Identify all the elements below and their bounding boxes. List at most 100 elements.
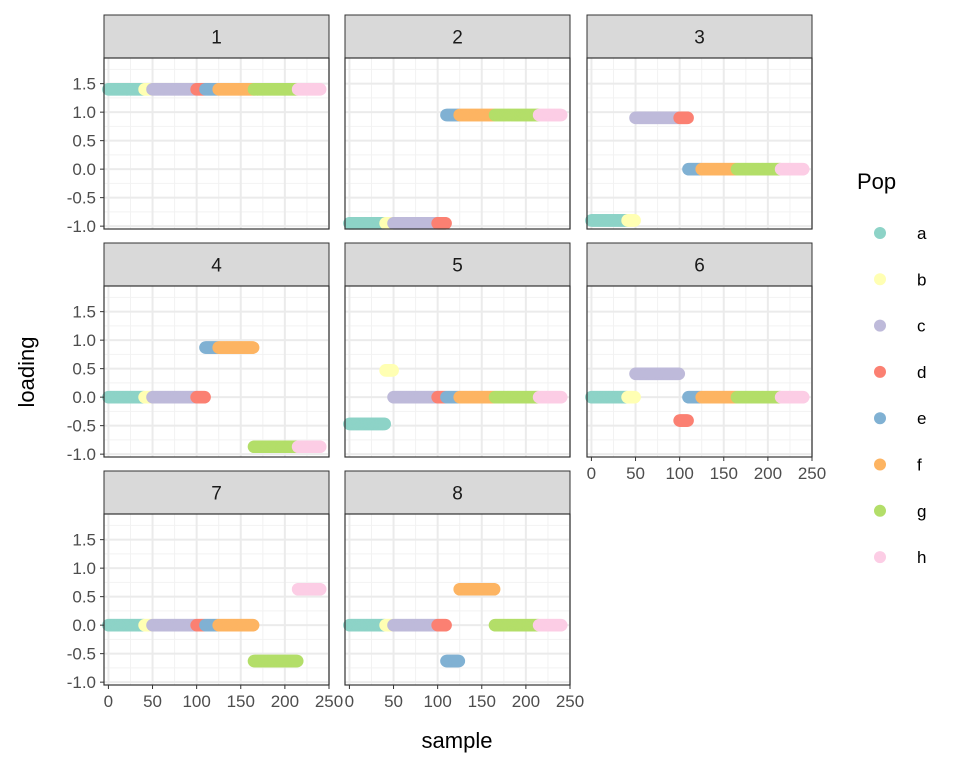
facet-strip-3 xyxy=(586,14,813,59)
facet-strip-7 xyxy=(103,470,330,515)
data-point xyxy=(439,217,452,230)
legend-key-f xyxy=(874,458,886,471)
x-axis-title: sample xyxy=(422,728,493,753)
data-point xyxy=(628,214,641,227)
y-tick-label: -1.0 xyxy=(67,217,96,236)
legend-label: f xyxy=(917,456,922,475)
facet-strip-4 xyxy=(103,242,330,287)
x-tick-label: 200 xyxy=(754,464,782,483)
legend-key-g xyxy=(874,504,886,517)
y-tick-label: 1.5 xyxy=(72,75,96,94)
x-tick-label: 100 xyxy=(665,464,693,483)
panel-border xyxy=(344,513,571,686)
legend-key-c xyxy=(874,319,886,332)
facet-strip-2 xyxy=(344,14,571,59)
facet-strip-label: 5 xyxy=(452,256,463,277)
facet-strip-label: 4 xyxy=(211,256,222,277)
data-point xyxy=(554,390,568,404)
data-point xyxy=(554,108,568,122)
y-tick-label: 1.0 xyxy=(72,331,96,350)
y-tick-label: 0.5 xyxy=(72,588,96,607)
data-point xyxy=(198,390,211,404)
data-point xyxy=(796,390,810,404)
facet-strip-label: 8 xyxy=(452,484,463,505)
x-tick-label: 150 xyxy=(710,464,738,483)
data-point xyxy=(487,582,501,596)
legend-label: g xyxy=(917,502,926,521)
x-tick-label: 50 xyxy=(384,692,403,711)
x-tick-label: 0 xyxy=(104,692,113,711)
panel-border xyxy=(586,57,813,230)
legend-label: e xyxy=(917,409,926,428)
y-tick-label: 0.0 xyxy=(72,388,96,407)
panel-background xyxy=(587,286,812,457)
panel-border xyxy=(344,57,571,230)
dots-layer xyxy=(102,83,810,668)
panel-background xyxy=(104,286,329,457)
data-point xyxy=(672,367,686,381)
y-tick-label: 1.5 xyxy=(72,303,96,322)
legend-label: a xyxy=(917,224,927,243)
x-tick-label: 150 xyxy=(468,692,496,711)
data-point xyxy=(246,618,260,632)
facet-strip-5 xyxy=(344,242,571,287)
data-point xyxy=(246,341,260,354)
data-point xyxy=(386,364,399,377)
x-tick-label: 100 xyxy=(423,692,451,711)
x-tick-label: 100 xyxy=(182,692,210,711)
x-tick-label: 200 xyxy=(271,692,299,711)
data-point xyxy=(439,618,452,632)
facet-strip-label: 6 xyxy=(694,256,705,277)
y-tick-label: 0.5 xyxy=(72,360,96,379)
data-point xyxy=(452,654,466,668)
y-tick-label: 0.0 xyxy=(72,160,96,179)
data-point xyxy=(313,582,327,596)
x-tick-label: 200 xyxy=(512,692,540,711)
data-point xyxy=(313,440,327,454)
data-point xyxy=(796,162,810,176)
legend-key-d xyxy=(874,365,886,378)
y-tick-label: -0.5 xyxy=(67,189,96,208)
data-point xyxy=(681,414,694,427)
facet-strip-label: 2 xyxy=(452,28,463,49)
y-tick-label: -0.5 xyxy=(67,417,96,436)
x-tick-label: 50 xyxy=(143,692,162,711)
legend-label: c xyxy=(917,317,926,336)
facet-strip-label: 1 xyxy=(211,28,222,49)
y-tick-label: -1.0 xyxy=(67,445,96,464)
data-point xyxy=(290,654,304,668)
facet-strip-8 xyxy=(344,470,571,515)
panel-border xyxy=(103,513,330,686)
x-tick-label: 250 xyxy=(556,692,584,711)
legend-label: h xyxy=(917,548,926,567)
panel-border xyxy=(344,285,571,458)
legend-key-h xyxy=(874,551,886,564)
data-point xyxy=(378,417,392,431)
data-point xyxy=(681,111,694,125)
legend-key-a xyxy=(874,227,886,239)
legend-key-b xyxy=(874,273,886,286)
x-tick-label: 150 xyxy=(227,692,255,711)
y-tick-label: -1.0 xyxy=(67,673,96,692)
x-tick-label: 50 xyxy=(626,464,645,483)
y-tick-label: 1.0 xyxy=(72,559,96,578)
y-tick-label: -0.5 xyxy=(67,645,96,664)
x-tick-label: 0 xyxy=(587,464,596,483)
facet-strip-label: 7 xyxy=(211,484,222,505)
x-tick-label: 250 xyxy=(315,692,343,711)
panel-border xyxy=(586,285,813,458)
axes-layer: -1.0 -0.5 0.0 0.5 1.0 1.5 -1.0 -0.5 0.0 0.5 1.0 1.5… xyxy=(67,57,826,711)
legend-label: d xyxy=(917,363,926,382)
y-tick-label: 0.0 xyxy=(72,616,96,635)
facet-strip-label: 3 xyxy=(694,28,705,49)
panel-background xyxy=(345,58,570,229)
legend-key-e xyxy=(874,412,886,425)
panel-border xyxy=(103,57,330,230)
data-point xyxy=(554,618,568,632)
facet-strip-1 xyxy=(103,14,330,59)
y-axis-title: loading xyxy=(14,337,39,408)
data-point xyxy=(313,83,327,96)
panel-background xyxy=(587,58,812,229)
legend-label: b xyxy=(917,270,926,289)
x-tick-label: 250 xyxy=(798,464,826,483)
